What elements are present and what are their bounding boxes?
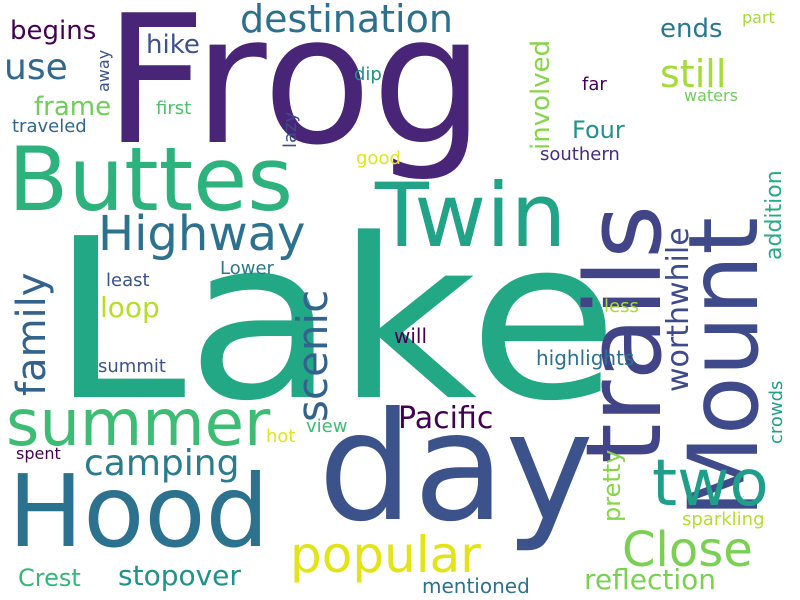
word-southern: southern	[540, 144, 620, 165]
word-frog: Frog	[104, 0, 485, 184]
word-part: part	[742, 8, 775, 27]
word-first: first	[156, 98, 192, 119]
word-involved: involved	[526, 39, 556, 150]
word-destination: destination	[240, 0, 453, 41]
word-buttes: Buttes	[8, 128, 294, 231]
word-far: far	[582, 74, 607, 95]
word-summer: summer	[6, 387, 271, 461]
word-lazy: lazy	[280, 111, 301, 148]
word-loop: loop	[100, 291, 160, 324]
word-pacific: Pacific	[398, 401, 494, 436]
word-day: day	[318, 381, 594, 555]
word-hot: hot	[266, 426, 296, 447]
word-family: family	[9, 272, 55, 396]
word-less: less	[604, 296, 639, 317]
word-popular: popular	[290, 526, 481, 584]
word-least: least	[106, 270, 150, 291]
word-twin: Twin	[375, 164, 567, 267]
word-highlights: highlights	[536, 346, 635, 370]
word-traveled: traveled	[12, 116, 87, 137]
word-begins: begins	[10, 16, 97, 46]
word-pretty: pretty	[598, 449, 626, 522]
word-mentioned: mentioned	[422, 574, 530, 598]
word-will: will	[394, 324, 428, 348]
word-waters: waters	[684, 86, 738, 105]
word-spent: spent	[16, 444, 61, 463]
word-worthwhile: worthwhile	[661, 227, 696, 392]
word-reflection: reflection	[584, 563, 717, 596]
word-crowds: crowds	[766, 380, 787, 444]
word-view: view	[306, 416, 348, 437]
word-addition: addition	[762, 170, 787, 260]
word-highway: Highway	[98, 206, 306, 262]
word-lower: Lower	[220, 258, 274, 279]
word-use: use	[4, 47, 68, 88]
word-two: two	[652, 447, 769, 521]
word-sparkling: sparkling	[682, 509, 765, 530]
word-hood: Hood	[8, 453, 270, 570]
word-close: Close	[622, 522, 753, 578]
word-lake: Lake	[50, 192, 619, 450]
word-away: away	[94, 49, 113, 92]
word-camping: camping	[84, 443, 240, 484]
word-crest: Crest	[18, 564, 81, 592]
word-still: still	[660, 52, 727, 96]
word-dip: dip	[354, 64, 382, 85]
word-frame: frame	[34, 92, 112, 122]
word-stopover: stopover	[118, 559, 241, 592]
word-summit: summit	[98, 356, 166, 377]
word-hike: hike	[146, 30, 200, 60]
word-four: Four	[572, 116, 625, 144]
word-ends: ends	[660, 14, 723, 44]
word-good: good	[356, 148, 401, 169]
word-scenic: scenic	[288, 289, 337, 422]
